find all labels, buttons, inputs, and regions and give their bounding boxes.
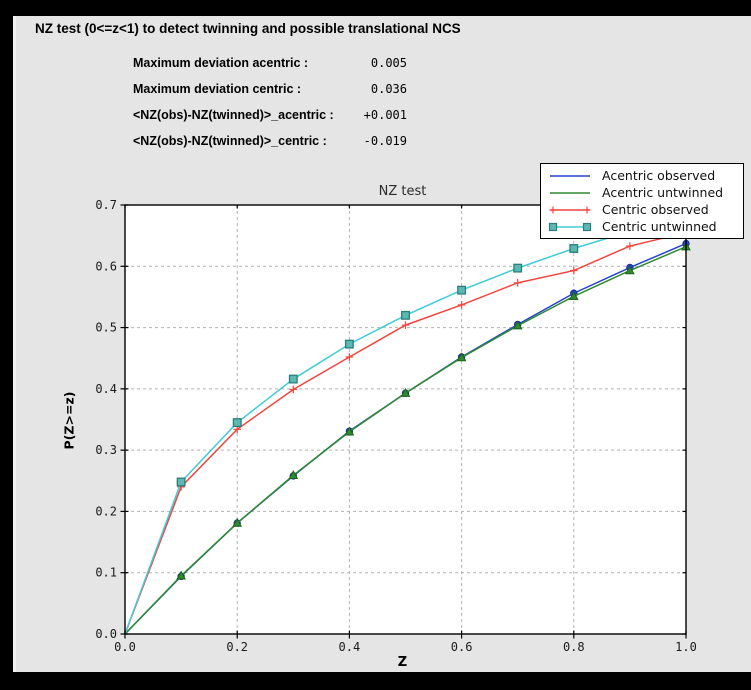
chart-canvas: 0.0 0.2 0.4 0.6 0.8 1.0 0.0 0.1 0.2 0.3 0.4 0.5 0.6 0… <box>95 198 697 654</box>
stat-value: 0.005 <box>370 56 407 70</box>
x-tick-label: 0.0 <box>114 640 136 654</box>
x-tick-label: 0.2 <box>226 640 248 654</box>
x-tick-label: 0.6 <box>451 640 473 654</box>
legend-item: Acentric observed <box>547 167 739 184</box>
stat-row: <NZ(obs)-NZ(twinned)>_acentric : +0.001 <box>133 102 407 128</box>
stat-value: +0.001 <box>363 108 407 122</box>
stat-row: Maximum deviation centric : 0.036 <box>133 76 407 102</box>
y-tick-label: 0.6 <box>95 259 117 273</box>
y-tick-label: 0.4 <box>95 382 117 396</box>
legend-label: Centric untwinned <box>602 219 717 234</box>
plot-area <box>125 205 686 634</box>
stat-label: <NZ(obs)-NZ(twinned)>_acentric : <box>133 108 334 122</box>
legend-label: Acentric observed <box>602 168 716 183</box>
plot-border <box>124 204 687 635</box>
stat-label: Maximum deviation centric : <box>133 82 302 96</box>
stat-label: Maximum deviation acentric : <box>133 56 309 70</box>
stat-value: 0.036 <box>370 82 407 96</box>
stat-value: -0.019 <box>363 134 407 148</box>
y-tick-label: 0.7 <box>95 198 117 212</box>
legend-item: Centric untwinned <box>547 218 739 235</box>
stat-row: <NZ(obs)-NZ(twinned)>_centric : -0.019 <box>133 128 407 154</box>
legend-sample-line <box>550 191 590 194</box>
y-tick-label: 0.1 <box>95 566 117 580</box>
page-title: NZ test (0<=z<1) to detect twinning and … <box>35 21 461 36</box>
y-tick-label: 0.3 <box>95 443 117 457</box>
chart-legend: Acentric observed Acentric untwinned Centr… <box>540 163 744 239</box>
x-tick-label: 1.0 <box>675 640 697 654</box>
legend-sample-line <box>548 222 592 231</box>
stat-label: <NZ(obs)-NZ(twinned)>_centric : <box>133 134 327 148</box>
legend-label: Acentric untwinned <box>602 185 724 200</box>
tick-labels: 0.0 0.2 0.4 0.6 0.8 1.0 0.0 0.1 0.2 0.3 0.4 0.5 0.6 0… <box>95 198 697 654</box>
stat-row: Maximum deviation acentric : 0.005 <box>133 50 407 76</box>
stats-table: Maximum deviation acentric :0.005 Maximum… <box>133 50 407 154</box>
y-axis-label: P(Z>=z) <box>61 391 77 450</box>
legend-sample-line <box>550 174 590 177</box>
legend-item: Acentric untwinned <box>547 184 739 201</box>
y-tick-label: 0.2 <box>95 504 117 518</box>
y-tick-label: 0.0 <box>95 627 117 641</box>
x-axis-label: Z <box>397 655 408 670</box>
legend-sample-line <box>549 206 591 213</box>
plot-window-panel: NZ test (0<=z<1) to detect twinning and … <box>13 16 751 672</box>
x-tick-label: 0.8 <box>563 640 585 654</box>
series-centric-observed <box>124 228 690 635</box>
legend-label: Centric observed <box>602 202 709 217</box>
legend-item: Centric observed <box>547 201 739 218</box>
x-tick-label: 0.4 <box>339 640 361 654</box>
y-tick-label: 0.5 <box>95 321 117 335</box>
chart-title: NZ test <box>378 184 427 199</box>
